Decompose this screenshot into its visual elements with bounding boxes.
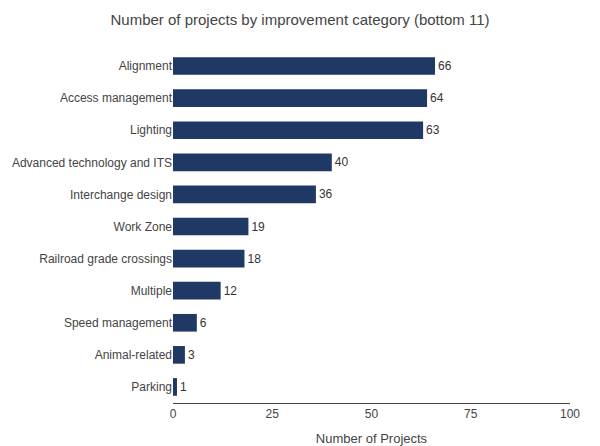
svg-text:Advanced technology and ITS: Advanced technology and ITS <box>12 156 172 170</box>
svg-text:Multiple: Multiple <box>131 284 173 298</box>
svg-text:63: 63 <box>426 123 440 137</box>
svg-text:Alignment: Alignment <box>119 59 173 73</box>
svg-text:1: 1 <box>180 380 187 394</box>
svg-text:Access management: Access management <box>60 91 173 105</box>
svg-text:100: 100 <box>560 407 580 421</box>
svg-text:Parking: Parking <box>131 380 172 394</box>
svg-text:12: 12 <box>224 284 238 298</box>
svg-text:18: 18 <box>247 252 261 266</box>
svg-text:25: 25 <box>266 407 280 421</box>
svg-text:Number of projects by improvem: Number of projects by improvement catego… <box>110 11 489 28</box>
svg-text:66: 66 <box>438 59 452 73</box>
svg-text:50: 50 <box>365 407 379 421</box>
svg-text:75: 75 <box>464 407 478 421</box>
svg-text:Animal-related: Animal-related <box>95 348 172 362</box>
svg-text:6: 6 <box>200 316 207 330</box>
svg-text:Lighting: Lighting <box>130 123 172 137</box>
svg-text:40: 40 <box>335 155 349 169</box>
svg-text:Work Zone: Work Zone <box>114 220 173 234</box>
svg-text:0: 0 <box>170 407 177 421</box>
svg-text:64: 64 <box>430 91 444 105</box>
svg-text:Railroad grade crossings: Railroad grade crossings <box>39 252 172 266</box>
svg-text:3: 3 <box>188 348 195 362</box>
svg-text:Number of Projects: Number of Projects <box>316 431 428 446</box>
svg-text:36: 36 <box>319 187 333 201</box>
svg-text:19: 19 <box>251 220 265 234</box>
svg-text:Interchange design: Interchange design <box>70 188 172 202</box>
svg-text:Speed management: Speed management <box>64 316 173 330</box>
